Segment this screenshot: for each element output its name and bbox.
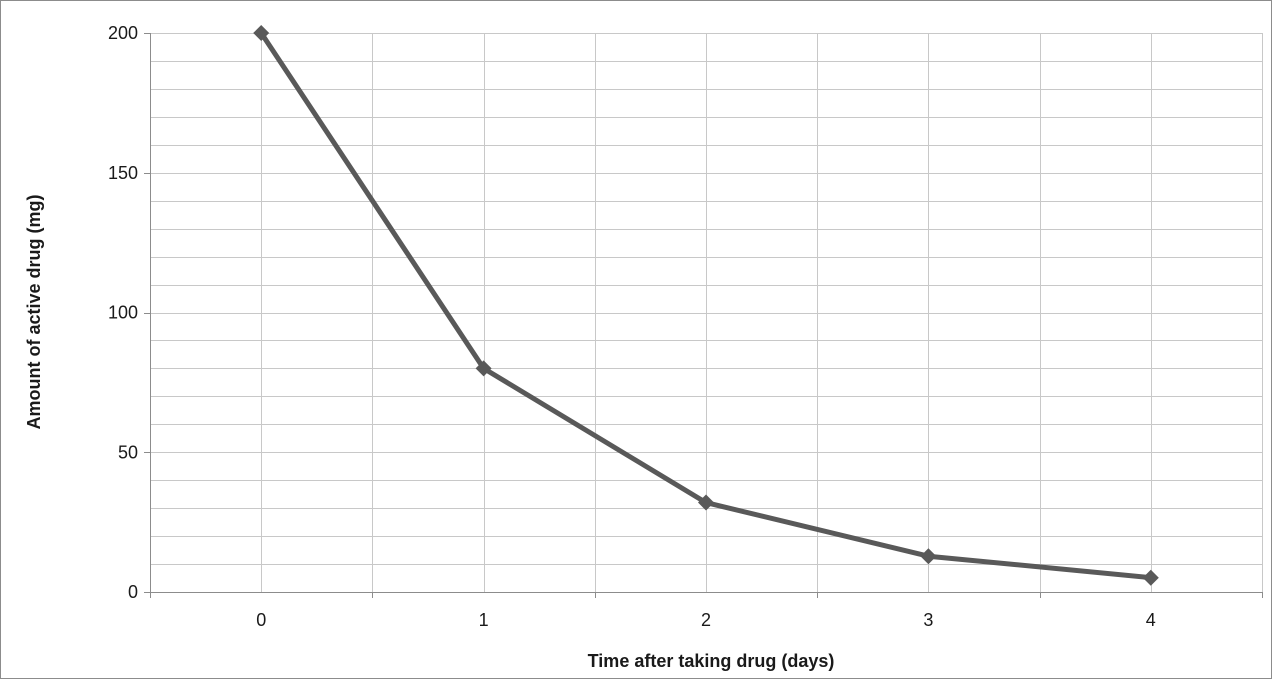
- x-axis-title: Time after taking drug (days): [588, 651, 835, 671]
- axes: [144, 33, 1263, 598]
- data-point-marker: [1142, 569, 1159, 586]
- data-point-marker: [920, 548, 937, 565]
- x-tick-label: 0: [256, 610, 266, 630]
- grid-lines: [150, 33, 1263, 592]
- x-tick-label: 4: [1146, 610, 1156, 630]
- x-tick-label: 3: [923, 610, 933, 630]
- y-tick-label: 0: [128, 582, 138, 602]
- x-tick-label: 2: [701, 610, 711, 630]
- y-tick-label: 50: [118, 442, 138, 462]
- y-axis-title: Amount of active drug (mg): [24, 195, 44, 430]
- data-point-marker: [475, 360, 492, 377]
- tick-labels: 0 50 100 150 200 0 1 2 3 4: [108, 23, 1156, 630]
- y-tick-label: 150: [108, 163, 138, 183]
- x-tick-label: 1: [479, 610, 489, 630]
- y-tick-label: 100: [108, 303, 138, 323]
- y-tick-label: 200: [108, 23, 138, 43]
- data-point-marker: [253, 25, 270, 41]
- series-layer: [253, 25, 1159, 586]
- data-point-marker: [698, 494, 714, 511]
